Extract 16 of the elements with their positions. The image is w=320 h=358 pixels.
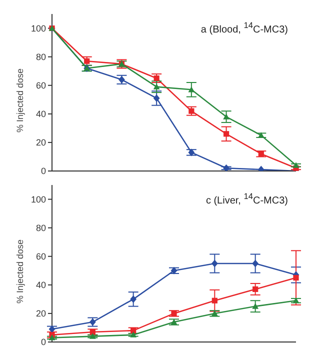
y-tick-label: 0: [40, 166, 46, 176]
y-tick-label: 60: [36, 252, 46, 262]
y-axis-title: % Injected dose: [15, 68, 26, 132]
y-tick-label: 40: [36, 109, 46, 120]
y-axis-title: % Injected dose: [15, 239, 26, 304]
y-tick-label: 0: [40, 337, 46, 348]
y-tick-label: 80: [36, 52, 46, 62]
y-tick-label: 20: [36, 308, 46, 319]
y-tick-label: 40: [36, 280, 46, 290]
y-tick-label: 100: [30, 194, 46, 204]
y-tick-label: 20: [36, 138, 46, 148]
text: a (Blood, $^{14}$C-MC3): [200, 20, 288, 36]
y-tick-label: 80: [36, 223, 46, 234]
text: c (Liver, $^{14}$C-MC3): [206, 191, 288, 206]
y-tick-label: 100: [30, 23, 46, 34]
y-tick-label: 60: [36, 80, 46, 91]
